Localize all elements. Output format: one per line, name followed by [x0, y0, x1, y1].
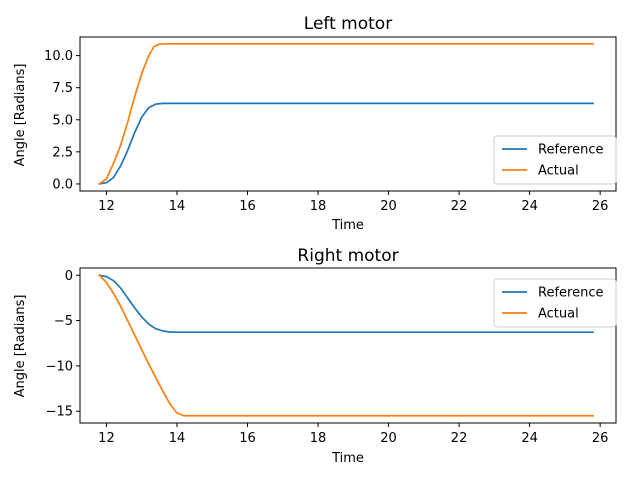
right-motor-series-actual-line [98, 274, 594, 417]
right-motor-legend-box [493, 278, 617, 328]
left-motor-xtick-label: 12 [98, 199, 115, 214]
right-motor-xtick-label: 12 [98, 431, 115, 446]
right-motor-xtick-label: 16 [239, 431, 256, 446]
right-motor-legend: Reference Actual [493, 278, 617, 328]
left-motor-xtick-label: 18 [310, 199, 327, 214]
right-motor-ytick-label: 0 [65, 269, 73, 284]
left-motor-legend: Reference Actual [493, 135, 617, 185]
left-motor-series-reference-line [98, 102, 594, 185]
right-motor-series-reference-line [98, 274, 594, 334]
left-motor-ytick-label: 10.0 [44, 49, 73, 64]
left-motor-axes-frame [79, 36, 617, 192]
right-motor-title: Right motor [297, 246, 398, 266]
left-motor-ylabel: Angle [Radians] [13, 64, 28, 167]
left-motor-ytick-label: 5.0 [52, 113, 73, 128]
right-motor-ytick-label: −5 [54, 314, 73, 329]
left-motor-xtick-label: 26 [592, 199, 609, 214]
left-motor-ytick-label: 7.5 [52, 81, 73, 96]
right-motor-ylabel: Angle [Radians] [13, 295, 28, 398]
left-motor-legend-label-reference: Reference [538, 143, 603, 158]
left-motor-marks: 12 14 16 18 20 22 24 26 0.0 2.5 5.0 7.5 10.0 Referenc… [44, 36, 617, 214]
right-motor-legend-label-reference: Reference [538, 286, 603, 301]
right-motor-marks: 12 14 16 18 20 22 24 26 0 −5 −10 −15 Reference Actual [46, 267, 617, 446]
left-motor-xtick-label: 14 [169, 199, 186, 214]
right-motor-xtick-label: 24 [521, 431, 538, 446]
left-motor-ytick-label: 2.5 [52, 145, 73, 160]
left-motor-ytick-label: 0.0 [52, 177, 73, 192]
left-motor-series-actual-line [98, 42, 594, 186]
left-motor-plot: Left motor Time Angle [Radians] 12 14 16 18… [13, 14, 617, 233]
right-motor-axes-frame [79, 267, 617, 424]
right-motor-xtick-label: 22 [451, 431, 468, 446]
right-motor-ytick-label: −10 [46, 359, 73, 374]
right-motor-ytick-label: −15 [46, 405, 73, 420]
right-motor-legend-label-actual: Actual [538, 307, 579, 322]
left-motor-title: Left motor [304, 14, 392, 34]
right-motor-xtick-label: 20 [380, 431, 397, 446]
left-motor-legend-box [493, 135, 617, 185]
right-motor-xtick-label: 26 [592, 431, 609, 446]
left-motor-xtick-label: 22 [451, 199, 468, 214]
right-motor-xlabel: Time [331, 451, 364, 466]
left-motor-xtick-label: 20 [380, 199, 397, 214]
left-motor-xtick-label: 24 [521, 199, 538, 214]
right-motor-xtick-label: 18 [310, 431, 327, 446]
left-motor-xlabel: Time [331, 218, 364, 233]
left-motor-legend-label-actual: Actual [538, 164, 579, 179]
left-motor-xtick-label: 16 [239, 199, 256, 214]
right-motor-plot: Right motor Time Angle [Radians] 12 14 16 1… [13, 246, 617, 466]
right-motor-xtick-label: 14 [169, 431, 186, 446]
